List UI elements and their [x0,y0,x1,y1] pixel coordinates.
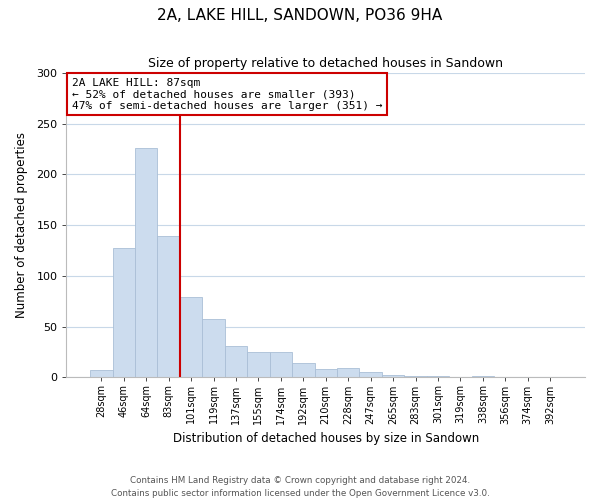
Bar [337,368,359,378]
Bar [247,352,269,378]
Bar [292,363,314,378]
Bar [157,236,180,378]
X-axis label: Distribution of detached houses by size in Sandown: Distribution of detached houses by size … [173,432,479,445]
Text: 2A LAKE HILL: 87sqm
← 52% of detached houses are smaller (393)
47% of semi-detac: 2A LAKE HILL: 87sqm ← 52% of detached ho… [71,78,382,111]
Bar [135,148,157,378]
Bar [472,376,494,378]
Bar [404,376,427,378]
Text: Contains HM Land Registry data © Crown copyright and database right 2024.
Contai: Contains HM Land Registry data © Crown c… [110,476,490,498]
Bar [90,370,113,378]
Title: Size of property relative to detached houses in Sandown: Size of property relative to detached ho… [148,58,503,70]
Bar [269,352,292,378]
Bar [427,376,449,378]
Bar [113,248,135,378]
Y-axis label: Number of detached properties: Number of detached properties [15,132,28,318]
Bar [314,369,337,378]
Bar [202,318,225,378]
Bar [225,346,247,378]
Bar [180,297,202,378]
Text: 2A, LAKE HILL, SANDOWN, PO36 9HA: 2A, LAKE HILL, SANDOWN, PO36 9HA [157,8,443,22]
Bar [382,376,404,378]
Bar [359,372,382,378]
